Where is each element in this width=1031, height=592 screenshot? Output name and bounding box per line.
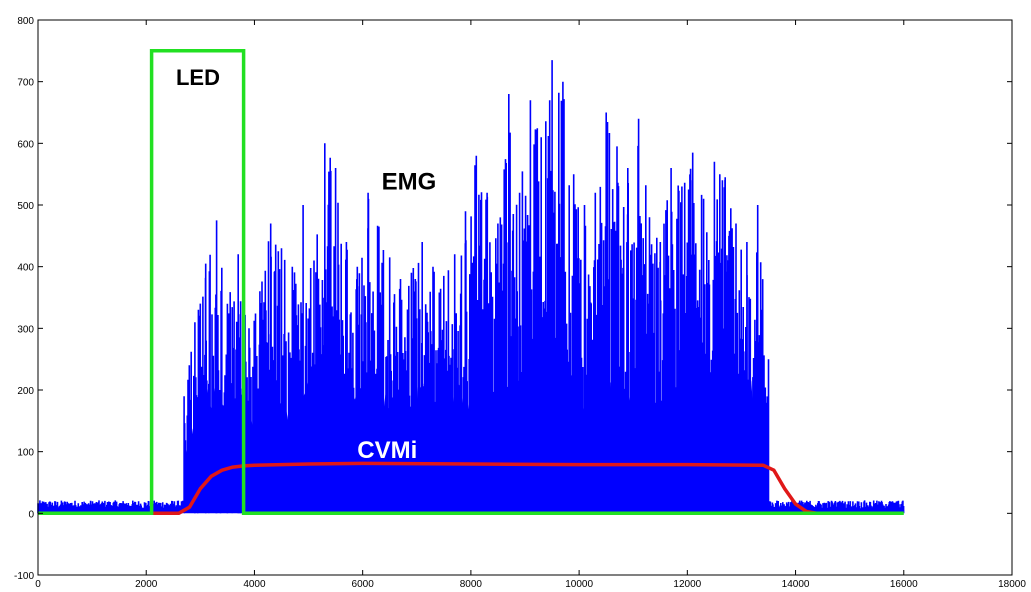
y-tick-label: 200	[17, 386, 34, 397]
x-tick-label: 16000	[890, 579, 918, 590]
x-tick-label: 14000	[782, 579, 810, 590]
y-tick-label: 600	[17, 139, 34, 150]
x-tick-label: 4000	[243, 579, 266, 590]
y-tick-label: 0	[28, 509, 34, 520]
y-tick-label: 400	[17, 263, 34, 274]
led-annotation: LED	[176, 65, 220, 90]
y-axis: -100 0 100 200 300 400 500 600 700 800	[14, 16, 1012, 582]
emg-signal	[37, 60, 905, 514]
y-tick-label: 300	[17, 324, 34, 335]
cvmi-series	[38, 461, 818, 516]
axes-frame	[37, 19, 1013, 576]
x-tick-label: 8000	[460, 579, 483, 590]
x-tick-label: 10000	[565, 579, 593, 590]
cvmi-line	[38, 461, 818, 516]
led-line	[38, 49, 904, 516]
y-tick-label: 500	[17, 201, 34, 212]
emg-annotation: EMG	[382, 169, 437, 196]
cvmi-annotation: CVMi	[357, 437, 417, 464]
x-tick-label: 18000	[998, 579, 1026, 590]
led-series	[38, 49, 904, 516]
y-tick-label: 700	[17, 78, 34, 89]
y-tick-label: -100	[14, 571, 34, 582]
y-tick-label: 800	[17, 16, 34, 27]
x-axis: 0 2000 4000 6000 8000 10000 12000 14000 16000 180…	[35, 20, 1026, 590]
x-tick-label: 12000	[673, 579, 701, 590]
y-tick-label: 100	[17, 448, 34, 459]
x-tick-label: 2000	[135, 579, 158, 590]
x-tick-label: 0	[35, 579, 41, 590]
x-tick-label: 6000	[352, 579, 375, 590]
emg-series	[37, 60, 905, 514]
